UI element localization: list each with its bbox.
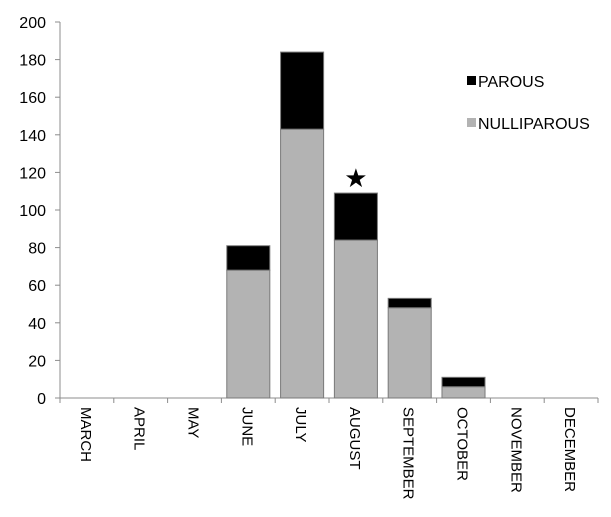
legend: PAROUS NULLIPAROUS (467, 74, 590, 133)
bars (226, 51, 486, 399)
y-tick-label: 20 (28, 353, 46, 370)
y-axis: 0 20 40 60 80 100 120 140 160 180 200 (19, 15, 61, 408)
y-tick-label: 60 (28, 278, 46, 295)
y-tick-label: 0 (37, 391, 46, 408)
bar-nulliparous-september (387, 307, 432, 399)
x-tick-label: NOVEMBER (507, 407, 524, 493)
y-tick-label: 120 (19, 165, 46, 182)
bar-parous-september (387, 297, 432, 309)
y-tick-label: 40 (28, 316, 46, 333)
legend-swatch-parous (467, 76, 476, 85)
bar-parous-august (333, 192, 378, 241)
bar-nulliparous-august (333, 239, 378, 399)
x-tick-label: JULY (292, 407, 309, 443)
bar-nulliparous-october (441, 386, 486, 399)
y-tick-label: 80 (28, 241, 46, 258)
x-tick-label: DECEMBER (561, 407, 578, 492)
y-tick-label: 180 (19, 53, 46, 70)
x-tick-label: MARCH (77, 407, 94, 462)
x-tick-label: JUNE (238, 407, 255, 446)
y-tick-label: 140 (19, 128, 46, 145)
x-tick-label: MAY (185, 407, 202, 438)
x-tick-label: OCTOBER (454, 407, 471, 481)
bar-nulliparous-july (280, 128, 325, 399)
star-annotation: ★ (344, 163, 367, 193)
legend-swatch-nulliparous (467, 118, 476, 127)
y-tick-label: 100 (19, 203, 46, 220)
annotations: ★ (344, 163, 367, 193)
x-axis: MARCH APRIL MAY JUNE JULY AUGUST SEPTEMBER OCTO… (59, 397, 599, 500)
x-tick-label: APRIL (131, 407, 148, 450)
legend-label-parous: PAROUS (478, 74, 544, 91)
bar-parous-july (280, 51, 325, 130)
y-tick-label: 200 (19, 15, 46, 32)
x-tick-label: AUGUST (346, 407, 363, 470)
legend-label-nulliparous: NULLIPAROUS (478, 116, 590, 133)
y-tick-label: 160 (19, 90, 46, 107)
bar-nulliparous-june (226, 269, 271, 399)
bar-parous-june (226, 245, 271, 271)
bar-parous-october (441, 376, 486, 388)
x-tick-label: SEPTEMBER (400, 407, 417, 500)
